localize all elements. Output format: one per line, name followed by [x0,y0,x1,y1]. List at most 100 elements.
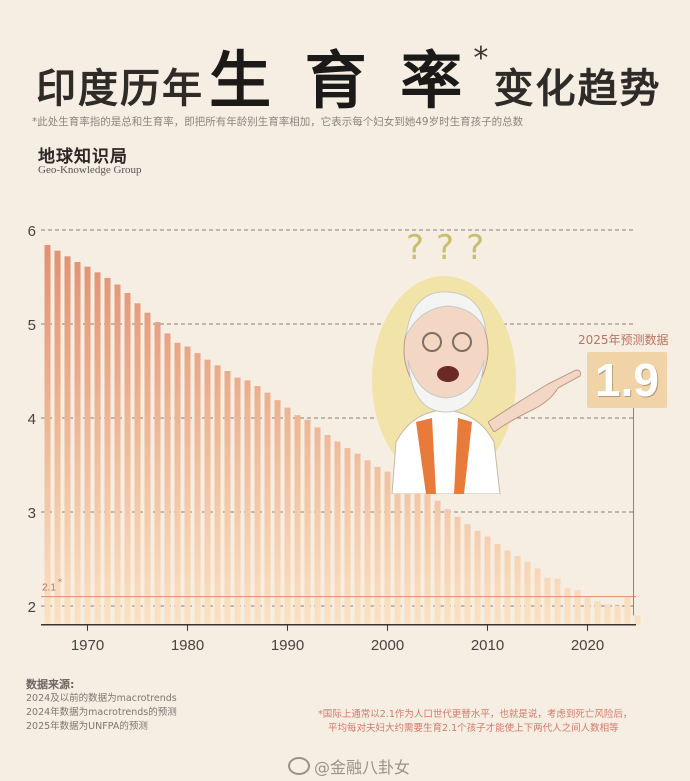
footnote-line-2: 平均每对夫妇大约需要生育2.1个孩子才能使上下两代人之间人数相等 [328,723,619,734]
bar [274,400,281,625]
bar [354,453,361,625]
source-line: 2025年数据为UNFPA的预测 [26,721,148,732]
bar [564,588,571,625]
cartoon-beard [407,359,485,413]
forecast-label: 2025年预测数据 [578,333,669,347]
bar [614,606,621,625]
bar [544,577,551,625]
x-tick-label: 2000 [371,637,404,654]
page-title: 印度历年 生 育 率 * 变化趋势 [36,30,661,117]
bar [284,407,291,625]
bar [524,561,531,625]
question-marks-icon: ??? [406,228,497,268]
cartoon-scarf-right [454,418,472,494]
y-tick-label: 6 [28,223,36,240]
title-star: * [473,41,489,76]
bar [114,284,121,625]
weibo-icon [288,757,310,775]
bar [444,509,451,625]
y-tick-label: 4 [28,411,36,428]
bar [384,471,391,625]
bar [44,245,51,625]
bar [584,596,591,625]
bar [194,353,201,625]
bar [294,415,301,625]
bar [344,448,351,625]
bar [244,380,251,625]
bar [374,466,381,625]
y-tick-label: 2 [28,599,36,616]
bar [574,590,581,625]
bar [504,550,511,625]
title-part-2: 生 育 率 [209,44,469,117]
bar [464,524,471,625]
pointing-arm [488,369,581,432]
bar [324,434,331,625]
bar [224,371,231,625]
cartoon-hair [405,291,487,337]
x-tick-label: 2010 [471,637,504,654]
bar [154,322,161,625]
bar [484,536,491,625]
bar [254,386,261,625]
cartoon-mouth [437,366,459,382]
bar [434,500,441,625]
bar [64,256,71,625]
bar [204,359,211,625]
x-tick-label: 1990 [271,637,304,654]
bar [234,377,241,625]
y-tick-label: 5 [28,317,36,334]
bar [494,543,501,625]
bar [184,346,191,625]
x-tick-label: 2020 [571,637,604,654]
cartoon-glasses-left [422,332,442,352]
x-tick-label: 1970 [71,637,104,654]
bar [94,272,101,625]
watermark-text: @金融八卦女 [314,758,411,777]
fertility-bar-chart: 2 3 4 5 6 2.1* 1970 1980 1990 2000 2010 2020 [28,223,641,654]
title-part-3: 变化趋势 [493,65,662,112]
cartoon-scarf-left [416,418,436,494]
brand-name: 地球知识局 [38,147,128,167]
forecast-value: 1.9 [595,354,659,406]
sources-heading: 数据来源: [26,678,75,691]
bar [554,578,561,625]
bar [164,333,171,625]
bar [604,604,611,625]
bar [514,556,521,625]
bar [304,419,311,625]
bar [334,441,341,625]
fertility-definition-note: *此处生育率指的是总和生育率，即把所有年龄别生育率相加，它表示每个妇女到她49岁… [32,116,524,128]
bar [594,601,601,625]
bar [474,530,481,625]
footnote-line-1: *国际上通常以2.1作为人口世代更替水平，也就是说，考虑到死亡风险后， [318,709,633,720]
bar [624,596,631,625]
bar [364,460,371,625]
forecast-value-box [587,352,667,408]
title-part-1: 印度历年 [36,65,204,112]
bar [144,312,151,625]
source-line: 2024年数据为macrotrends的预测 [26,707,177,718]
replacement-level-footnote: *国际上通常以2.1作为人口世代更替水平，也就是说，考虑到死亡风险后， 平均每对… [318,708,668,736]
x-tick-label: 1980 [171,637,204,654]
bar [314,427,321,625]
replacement-level-star: * [58,578,62,587]
bar [124,292,131,625]
weibo-watermark: @金融八卦女 [288,754,410,778]
bar [634,615,641,625]
bar [54,250,61,625]
bar [394,479,401,625]
bar [134,303,141,625]
bar [454,516,461,625]
bar [74,261,81,625]
bar [84,266,91,625]
bar [214,365,221,625]
bar [264,392,271,625]
pointing-hand [488,369,581,432]
bar [424,494,431,625]
cartoon-figure [372,276,516,494]
bar [104,277,111,625]
bar [174,342,181,625]
replacement-level-label: 2.1 [42,583,56,594]
source-line: 2024及以前的数据为macrotrends [26,693,177,704]
